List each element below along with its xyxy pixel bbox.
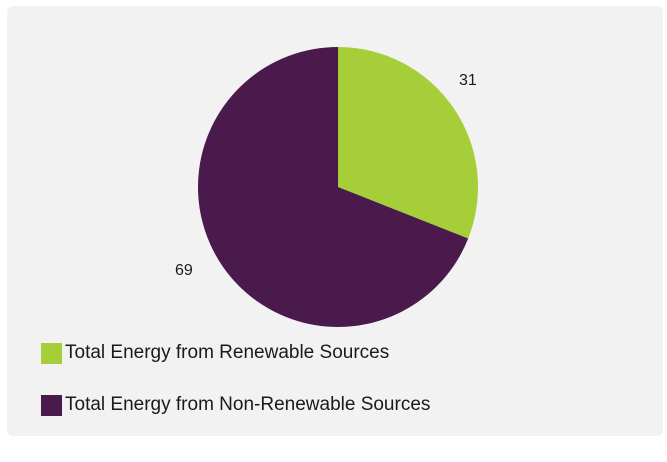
legend-swatch-renewable <box>41 342 62 364</box>
legend: Total Energy from Renewable Sources Tota… <box>41 341 430 445</box>
legend-swatch-non-renewable <box>41 394 62 416</box>
pie-slice-non-renewable[interactable] <box>197 47 469 327</box>
legend-label-renewable: Total Energy from Renewable Sources <box>65 342 390 363</box>
legend-item-non-renewable[interactable]: Total Energy from Non-Renewable Sources <box>41 393 430 417</box>
legend-label-non-renewable: Total Energy from Non-Renewable Sources <box>65 394 431 415</box>
slice-label-renewable: 31 <box>459 72 477 89</box>
legend-item-renewable[interactable]: Total Energy from Renewable Sources <box>41 341 430 365</box>
slice-label-non-renewable: 69 <box>175 262 193 279</box>
pie-slice-renewable[interactable] <box>338 47 478 239</box>
